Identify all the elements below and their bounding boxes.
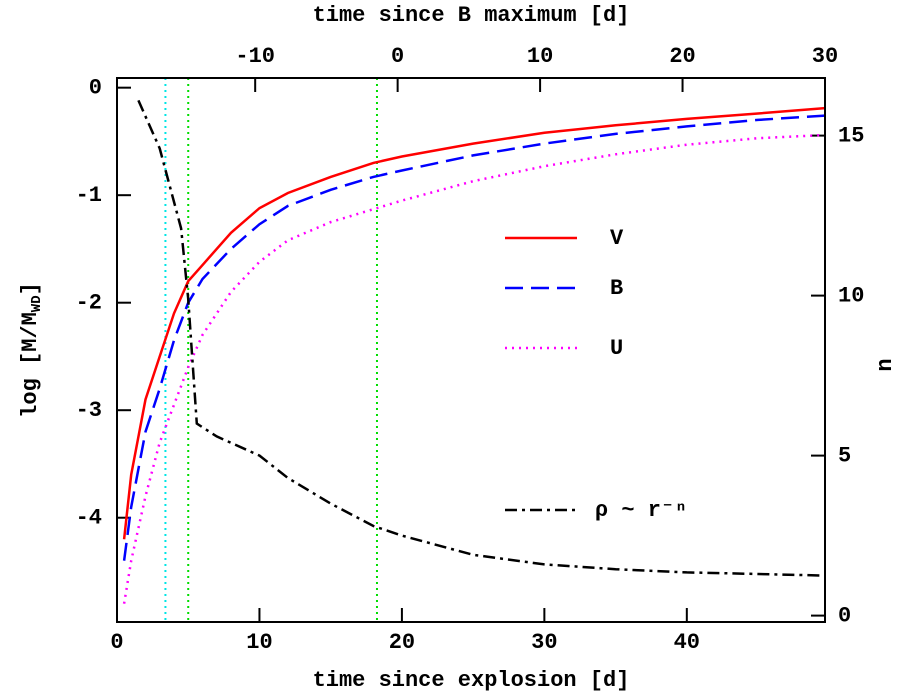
y-axis-title-end: ]	[18, 282, 43, 295]
y2-axis-title: n	[873, 358, 898, 371]
x-tick-label: 20	[389, 630, 415, 655]
x2-tick-label: 10	[527, 44, 553, 69]
x-tick-label: 0	[110, 630, 123, 655]
y2-tick-label: 5	[838, 443, 851, 468]
series-line	[122, 114, 826, 561]
y-tick-label: -4	[76, 506, 102, 531]
y-axis-title: log [M/MWD]	[18, 282, 45, 418]
y-tick-label: 0	[89, 75, 102, 100]
x2-tick-label: 30	[812, 44, 838, 69]
legend-label: B	[610, 276, 623, 301]
legend-label: U	[610, 336, 623, 361]
x-tick-label: 10	[246, 630, 272, 655]
y2-tick-label: 15	[838, 123, 864, 148]
top-axis-title: time since B maximum [d]	[313, 3, 630, 28]
series-line	[122, 106, 826, 540]
x2-tick-label: 0	[391, 44, 404, 69]
y-tick-label: -2	[76, 291, 102, 316]
x-tick-label: 30	[531, 630, 557, 655]
x2-tick-label: -10	[235, 44, 275, 69]
series-line	[122, 133, 826, 604]
y2-tick-label: 0	[838, 603, 851, 628]
x-axis-title: time since explosion [d]	[313, 668, 630, 693]
legend-label: V	[610, 226, 624, 251]
plot-frame	[116, 77, 826, 623]
y2-tick-label: 10	[838, 283, 864, 308]
y-tick-label: -3	[76, 398, 102, 423]
series-line	[137, 99, 826, 577]
x2-tick-label: 20	[669, 44, 695, 69]
y-axis-title-main: log [M/M	[18, 312, 43, 418]
legend-label: ρ ~ r⁻ⁿ	[595, 498, 687, 523]
y-axis-title-sub: WD	[29, 295, 45, 312]
x-tick-label: 40	[674, 630, 700, 655]
y-tick-label: -1	[76, 183, 102, 208]
